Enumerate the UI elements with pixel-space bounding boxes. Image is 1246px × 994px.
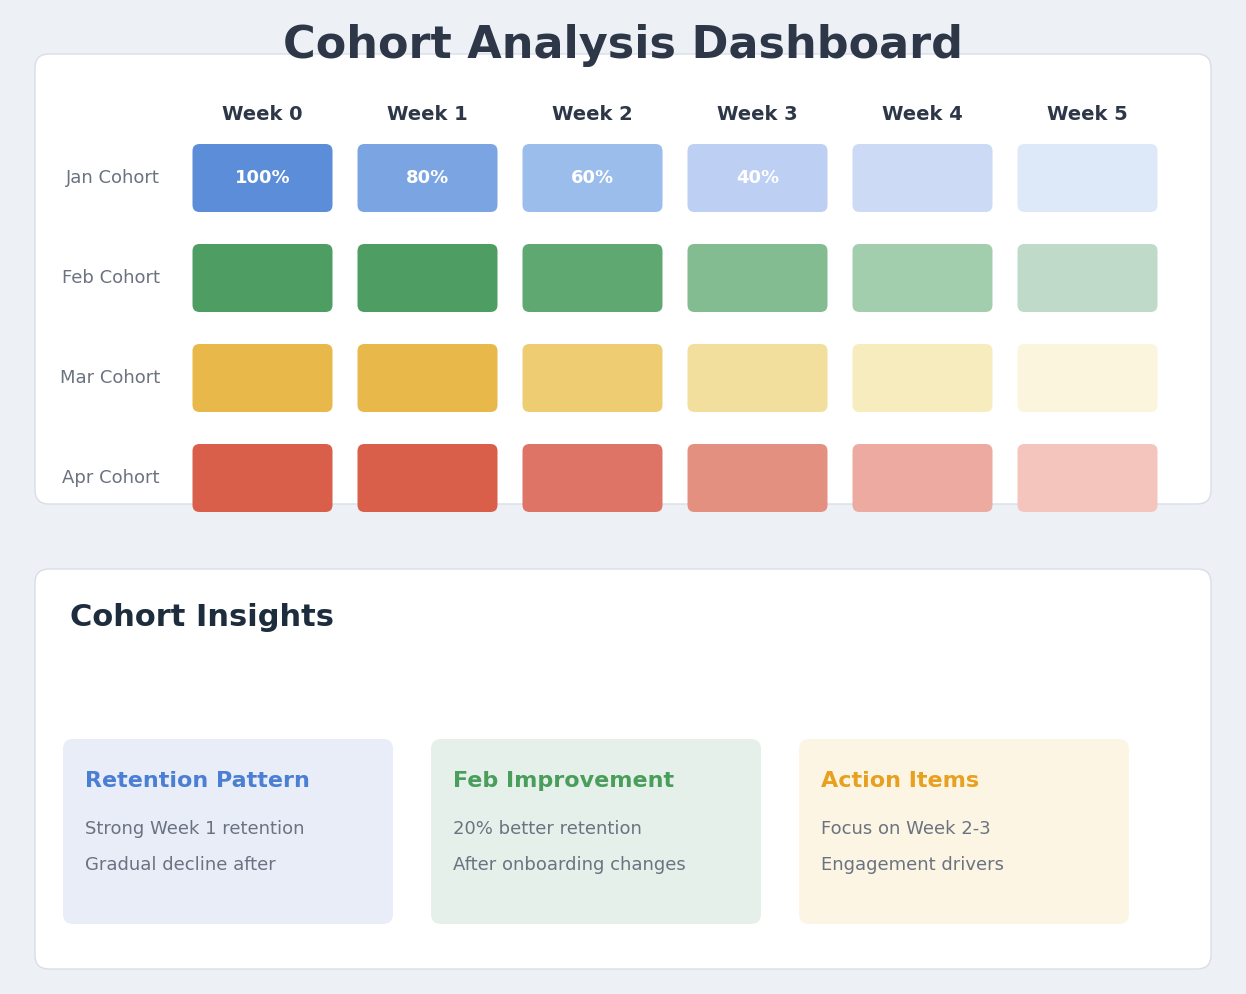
Text: Jan Cohort: Jan Cohort — [66, 169, 159, 187]
FancyBboxPatch shape — [35, 54, 1211, 504]
Text: Gradual decline after: Gradual decline after — [85, 856, 275, 874]
Text: Retention Pattern: Retention Pattern — [85, 771, 310, 791]
FancyBboxPatch shape — [522, 444, 663, 512]
FancyBboxPatch shape — [799, 739, 1129, 924]
Text: Week 5: Week 5 — [1047, 104, 1128, 123]
FancyBboxPatch shape — [852, 444, 993, 512]
FancyBboxPatch shape — [192, 344, 333, 412]
FancyBboxPatch shape — [192, 444, 333, 512]
Text: Week 3: Week 3 — [718, 104, 797, 123]
FancyBboxPatch shape — [192, 244, 333, 312]
Text: Week 2: Week 2 — [552, 104, 633, 123]
FancyBboxPatch shape — [192, 144, 333, 212]
Text: Cohort Insights: Cohort Insights — [70, 602, 334, 631]
Text: Engagement drivers: Engagement drivers — [821, 856, 1004, 874]
Text: 80%: 80% — [406, 169, 449, 187]
FancyBboxPatch shape — [688, 444, 827, 512]
Text: 20% better retention: 20% better retention — [454, 820, 642, 838]
FancyBboxPatch shape — [522, 244, 663, 312]
FancyBboxPatch shape — [1018, 344, 1158, 412]
Text: Cohort Analysis Dashboard: Cohort Analysis Dashboard — [283, 24, 963, 68]
Text: Focus on Week 2-3: Focus on Week 2-3 — [821, 820, 991, 838]
FancyBboxPatch shape — [522, 144, 663, 212]
FancyBboxPatch shape — [431, 739, 761, 924]
FancyBboxPatch shape — [358, 444, 497, 512]
FancyBboxPatch shape — [358, 344, 497, 412]
FancyBboxPatch shape — [852, 144, 993, 212]
Text: Week 0: Week 0 — [222, 104, 303, 123]
Text: Apr Cohort: Apr Cohort — [62, 469, 159, 487]
Text: Feb Improvement: Feb Improvement — [454, 771, 674, 791]
FancyBboxPatch shape — [358, 244, 497, 312]
Text: 40%: 40% — [736, 169, 779, 187]
FancyBboxPatch shape — [688, 244, 827, 312]
Text: Feb Cohort: Feb Cohort — [62, 269, 159, 287]
Text: Mar Cohort: Mar Cohort — [60, 369, 159, 387]
FancyBboxPatch shape — [852, 244, 993, 312]
FancyBboxPatch shape — [358, 144, 497, 212]
Text: 100%: 100% — [234, 169, 290, 187]
FancyBboxPatch shape — [852, 344, 993, 412]
FancyBboxPatch shape — [688, 144, 827, 212]
Text: Action Items: Action Items — [821, 771, 979, 791]
FancyBboxPatch shape — [1018, 144, 1158, 212]
FancyBboxPatch shape — [1018, 244, 1158, 312]
FancyBboxPatch shape — [688, 344, 827, 412]
FancyBboxPatch shape — [64, 739, 392, 924]
FancyBboxPatch shape — [35, 569, 1211, 969]
FancyBboxPatch shape — [1018, 444, 1158, 512]
Text: 60%: 60% — [571, 169, 614, 187]
Text: Week 4: Week 4 — [882, 104, 963, 123]
Text: Strong Week 1 retention: Strong Week 1 retention — [85, 820, 304, 838]
Text: After onboarding changes: After onboarding changes — [454, 856, 685, 874]
Text: Week 1: Week 1 — [388, 104, 468, 123]
FancyBboxPatch shape — [522, 344, 663, 412]
